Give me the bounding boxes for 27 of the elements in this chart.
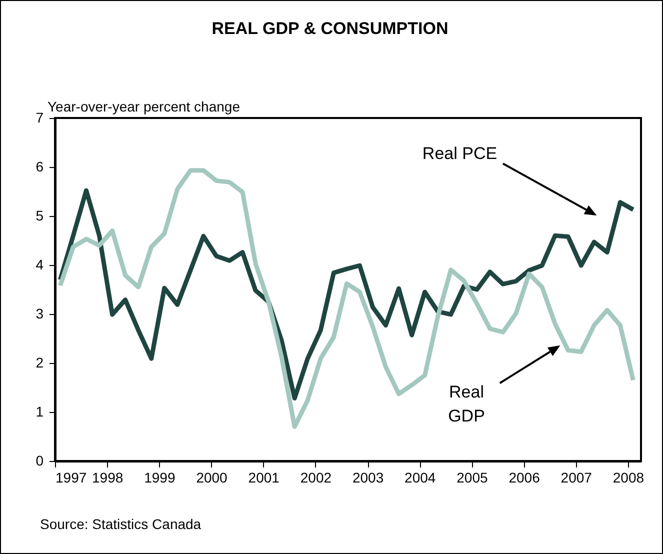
x-tick-label: 2004	[404, 470, 436, 486]
chart-title: REAL GDP & CONSUMPTION	[212, 19, 448, 38]
x-tick-label: 2002	[300, 470, 332, 486]
x-tick-label: 2007	[560, 470, 592, 486]
x-tick-label: 2003	[352, 470, 384, 486]
x-tick-label: 2000	[196, 470, 228, 486]
x-tick-label: 1997	[56, 470, 87, 486]
series-label: Real GDP	[448, 382, 485, 426]
text: Real PCE	[422, 144, 498, 163]
x-tick-label: 2006	[508, 470, 540, 486]
y-tick-label: 7	[36, 110, 44, 126]
source-note: Source: Statistics Canada	[40, 516, 202, 532]
line-series	[58, 168, 636, 429]
x-tick-label: 2001	[248, 470, 280, 486]
y-tick-label: 1	[36, 404, 44, 420]
y-tick-label: 3	[36, 306, 44, 322]
x-tick-label: 2008	[612, 470, 644, 486]
line-series	[58, 188, 636, 401]
y-axis-title: Year-over-year percent change	[48, 98, 240, 114]
x-tick-label: 1998	[92, 470, 124, 486]
y-tick-label: 4	[36, 256, 44, 272]
y-tick-label: 6	[36, 158, 44, 174]
x-tick-label: 2005	[456, 470, 488, 486]
y-tick-label: 2	[36, 354, 44, 370]
y-tick-label: 5	[36, 208, 44, 224]
x-tick-label: 1999	[144, 470, 176, 486]
y-tick-label: 0	[36, 452, 44, 468]
